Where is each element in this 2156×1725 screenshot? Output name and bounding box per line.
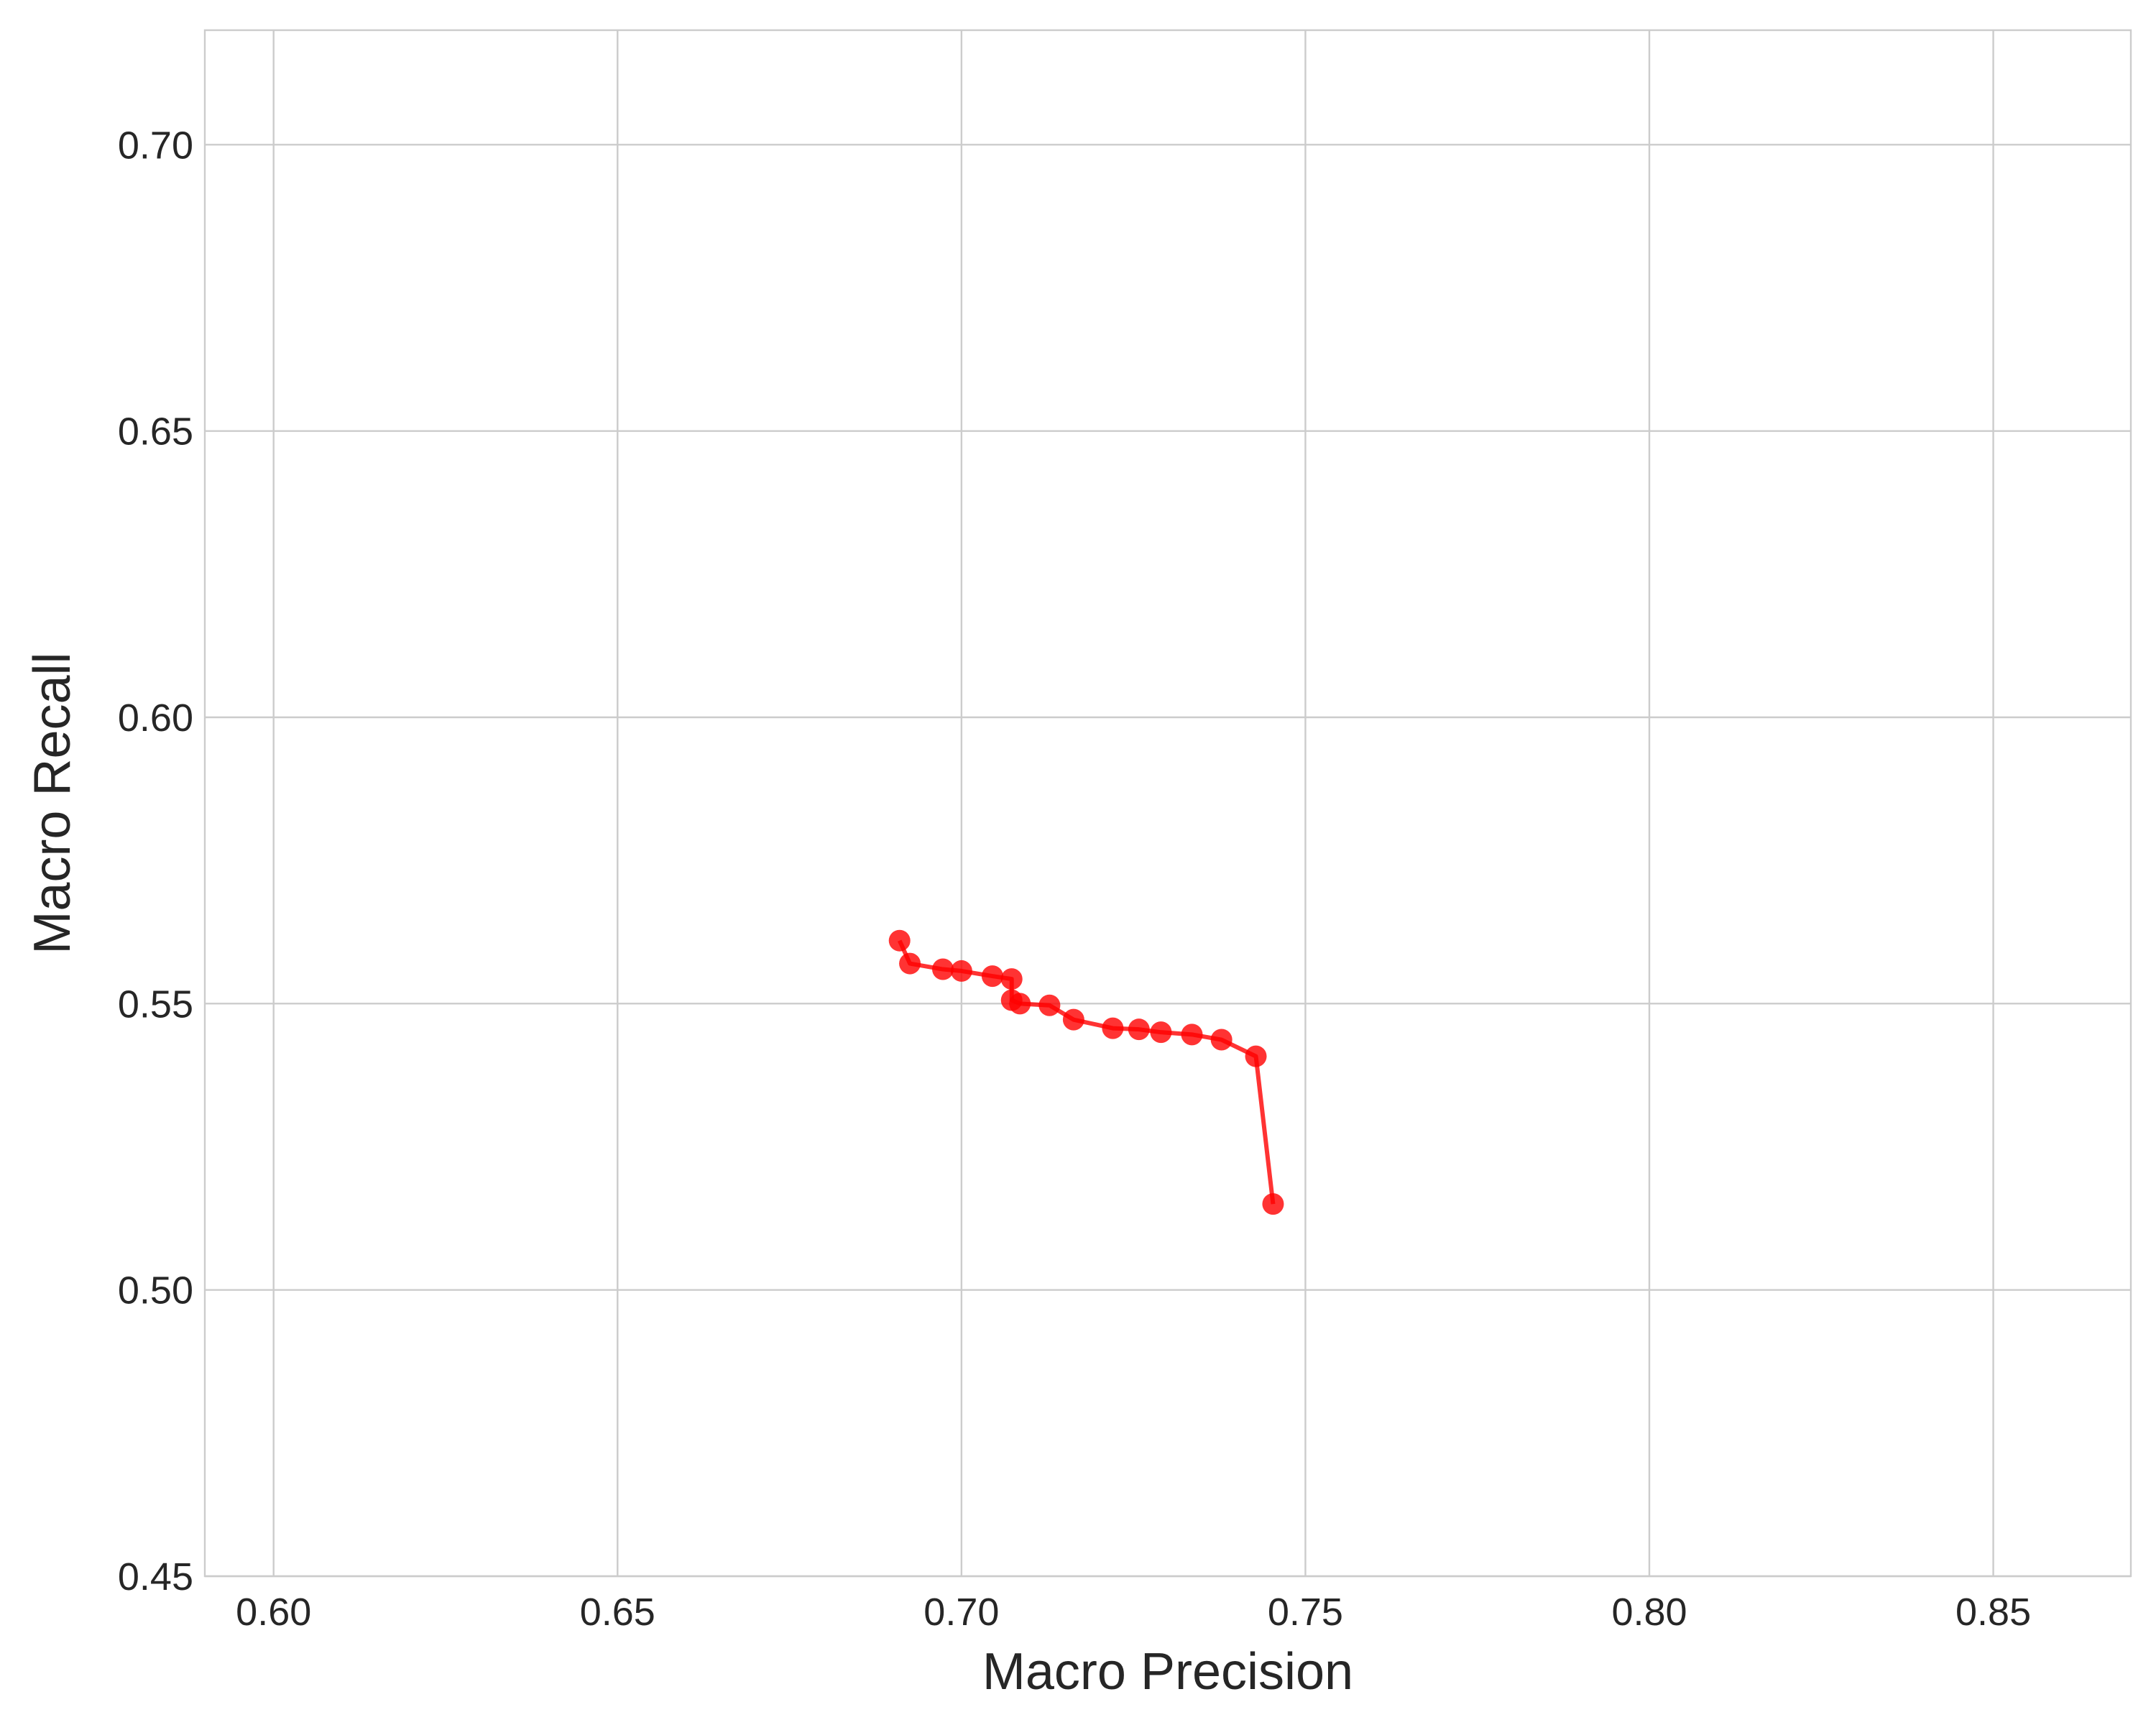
x-tick-label: 0.85 (1955, 1591, 2031, 1634)
series-layer (888, 929, 1284, 1215)
y-tick-label: 0.50 (118, 1269, 193, 1312)
data-point (899, 952, 921, 975)
data-point (1262, 1193, 1284, 1215)
y-tick-label: 0.55 (118, 983, 193, 1026)
y-tick-label: 0.65 (118, 410, 193, 454)
data-point (1000, 968, 1023, 990)
data-point (950, 960, 972, 982)
data-point (1038, 994, 1061, 1016)
data-point (1210, 1029, 1233, 1051)
series-0 (888, 929, 1284, 1215)
data-point (1128, 1018, 1150, 1041)
data-point (981, 965, 1003, 988)
data-point (888, 929, 911, 952)
plot-frame (203, 29, 2132, 1578)
x-axis-title: Macro Precision (982, 1643, 1353, 1701)
y-tick-labels: 0.45 0.50 0.55 0.60 0.65 0.70 (118, 124, 193, 1598)
data-point (1181, 1024, 1203, 1046)
x-tick-label: 0.60 (236, 1591, 311, 1634)
y-tick-label: 0.60 (118, 696, 193, 740)
y-axis-title: Macro Recall (24, 652, 81, 954)
grid (205, 30, 2131, 1578)
y-tick-label: 0.45 (118, 1555, 193, 1598)
series-line (897, 939, 1276, 1205)
data-point (1102, 1017, 1124, 1039)
x-tick-label: 0.65 (580, 1591, 655, 1634)
y-tick-label: 0.70 (118, 124, 193, 167)
data-point (1009, 993, 1031, 1015)
x-tick-labels: 0.60 0.65 0.70 0.75 0.80 0.85 (236, 1591, 2031, 1634)
data-point (1245, 1045, 1267, 1067)
data-point (1150, 1021, 1172, 1044)
x-tick-label: 0.75 (1268, 1591, 1343, 1634)
data-point (932, 958, 954, 980)
data-point (1062, 1008, 1084, 1031)
x-tick-label: 0.80 (1611, 1591, 1687, 1634)
x-tick-label: 0.70 (923, 1591, 999, 1634)
